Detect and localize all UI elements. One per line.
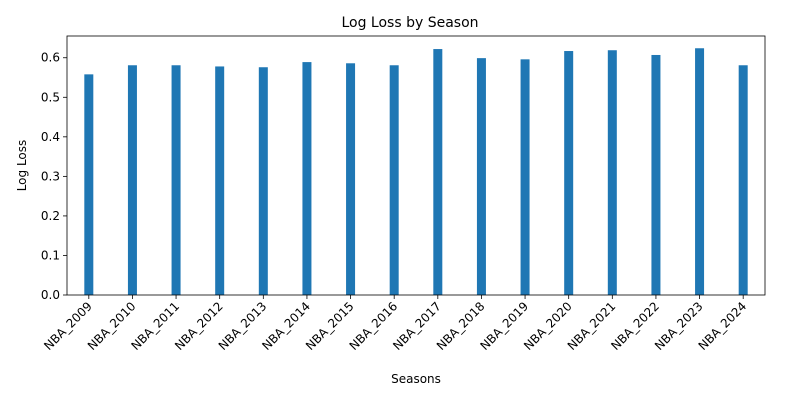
x-axis: NBA_2009NBA_2010NBA_2011NBA_2012NBA_2013… bbox=[41, 295, 749, 353]
y-tick-label: 0.3 bbox=[41, 169, 60, 183]
y-tick-label: 0.4 bbox=[41, 130, 60, 144]
plot-frame bbox=[66, 35, 766, 296]
bars-group bbox=[84, 48, 748, 296]
chart-title: Log Loss by Season bbox=[341, 15, 478, 31]
y-axis: 0.0 0.1 0.2 0.3 0.4 0.5 0.6 bbox=[41, 51, 67, 302]
bar-nba-2010 bbox=[127, 65, 137, 295]
bar-nba-2014 bbox=[302, 62, 312, 295]
bar-nba-2015 bbox=[346, 63, 356, 296]
bar-nba-2024 bbox=[738, 65, 748, 295]
y-tick-label: 0.6 bbox=[41, 51, 60, 65]
bar-nba-2013 bbox=[258, 67, 268, 296]
y-tick-label: 0.0 bbox=[41, 288, 60, 302]
x-axis-title: Seasons bbox=[391, 372, 441, 386]
bar-nba-2019 bbox=[520, 59, 530, 295]
bar-nba-2022 bbox=[651, 54, 661, 296]
y-tick-label: 0.1 bbox=[41, 248, 60, 262]
y-axis-title: Log Loss bbox=[15, 140, 29, 192]
bar-nba-2011 bbox=[171, 65, 181, 295]
bar-nba-2021 bbox=[607, 50, 617, 296]
y-tick-label: 0.2 bbox=[41, 209, 60, 223]
bar-nba-2009 bbox=[84, 74, 94, 295]
y-tick-label: 0.5 bbox=[41, 90, 60, 104]
bar-nba-2017 bbox=[433, 49, 443, 295]
bar-nba-2016 bbox=[389, 65, 399, 295]
bar-nba-2012 bbox=[215, 66, 225, 295]
bar-nba-2020 bbox=[564, 51, 574, 295]
bar-nba-2023 bbox=[695, 48, 705, 296]
bar-nba-2018 bbox=[476, 58, 486, 296]
